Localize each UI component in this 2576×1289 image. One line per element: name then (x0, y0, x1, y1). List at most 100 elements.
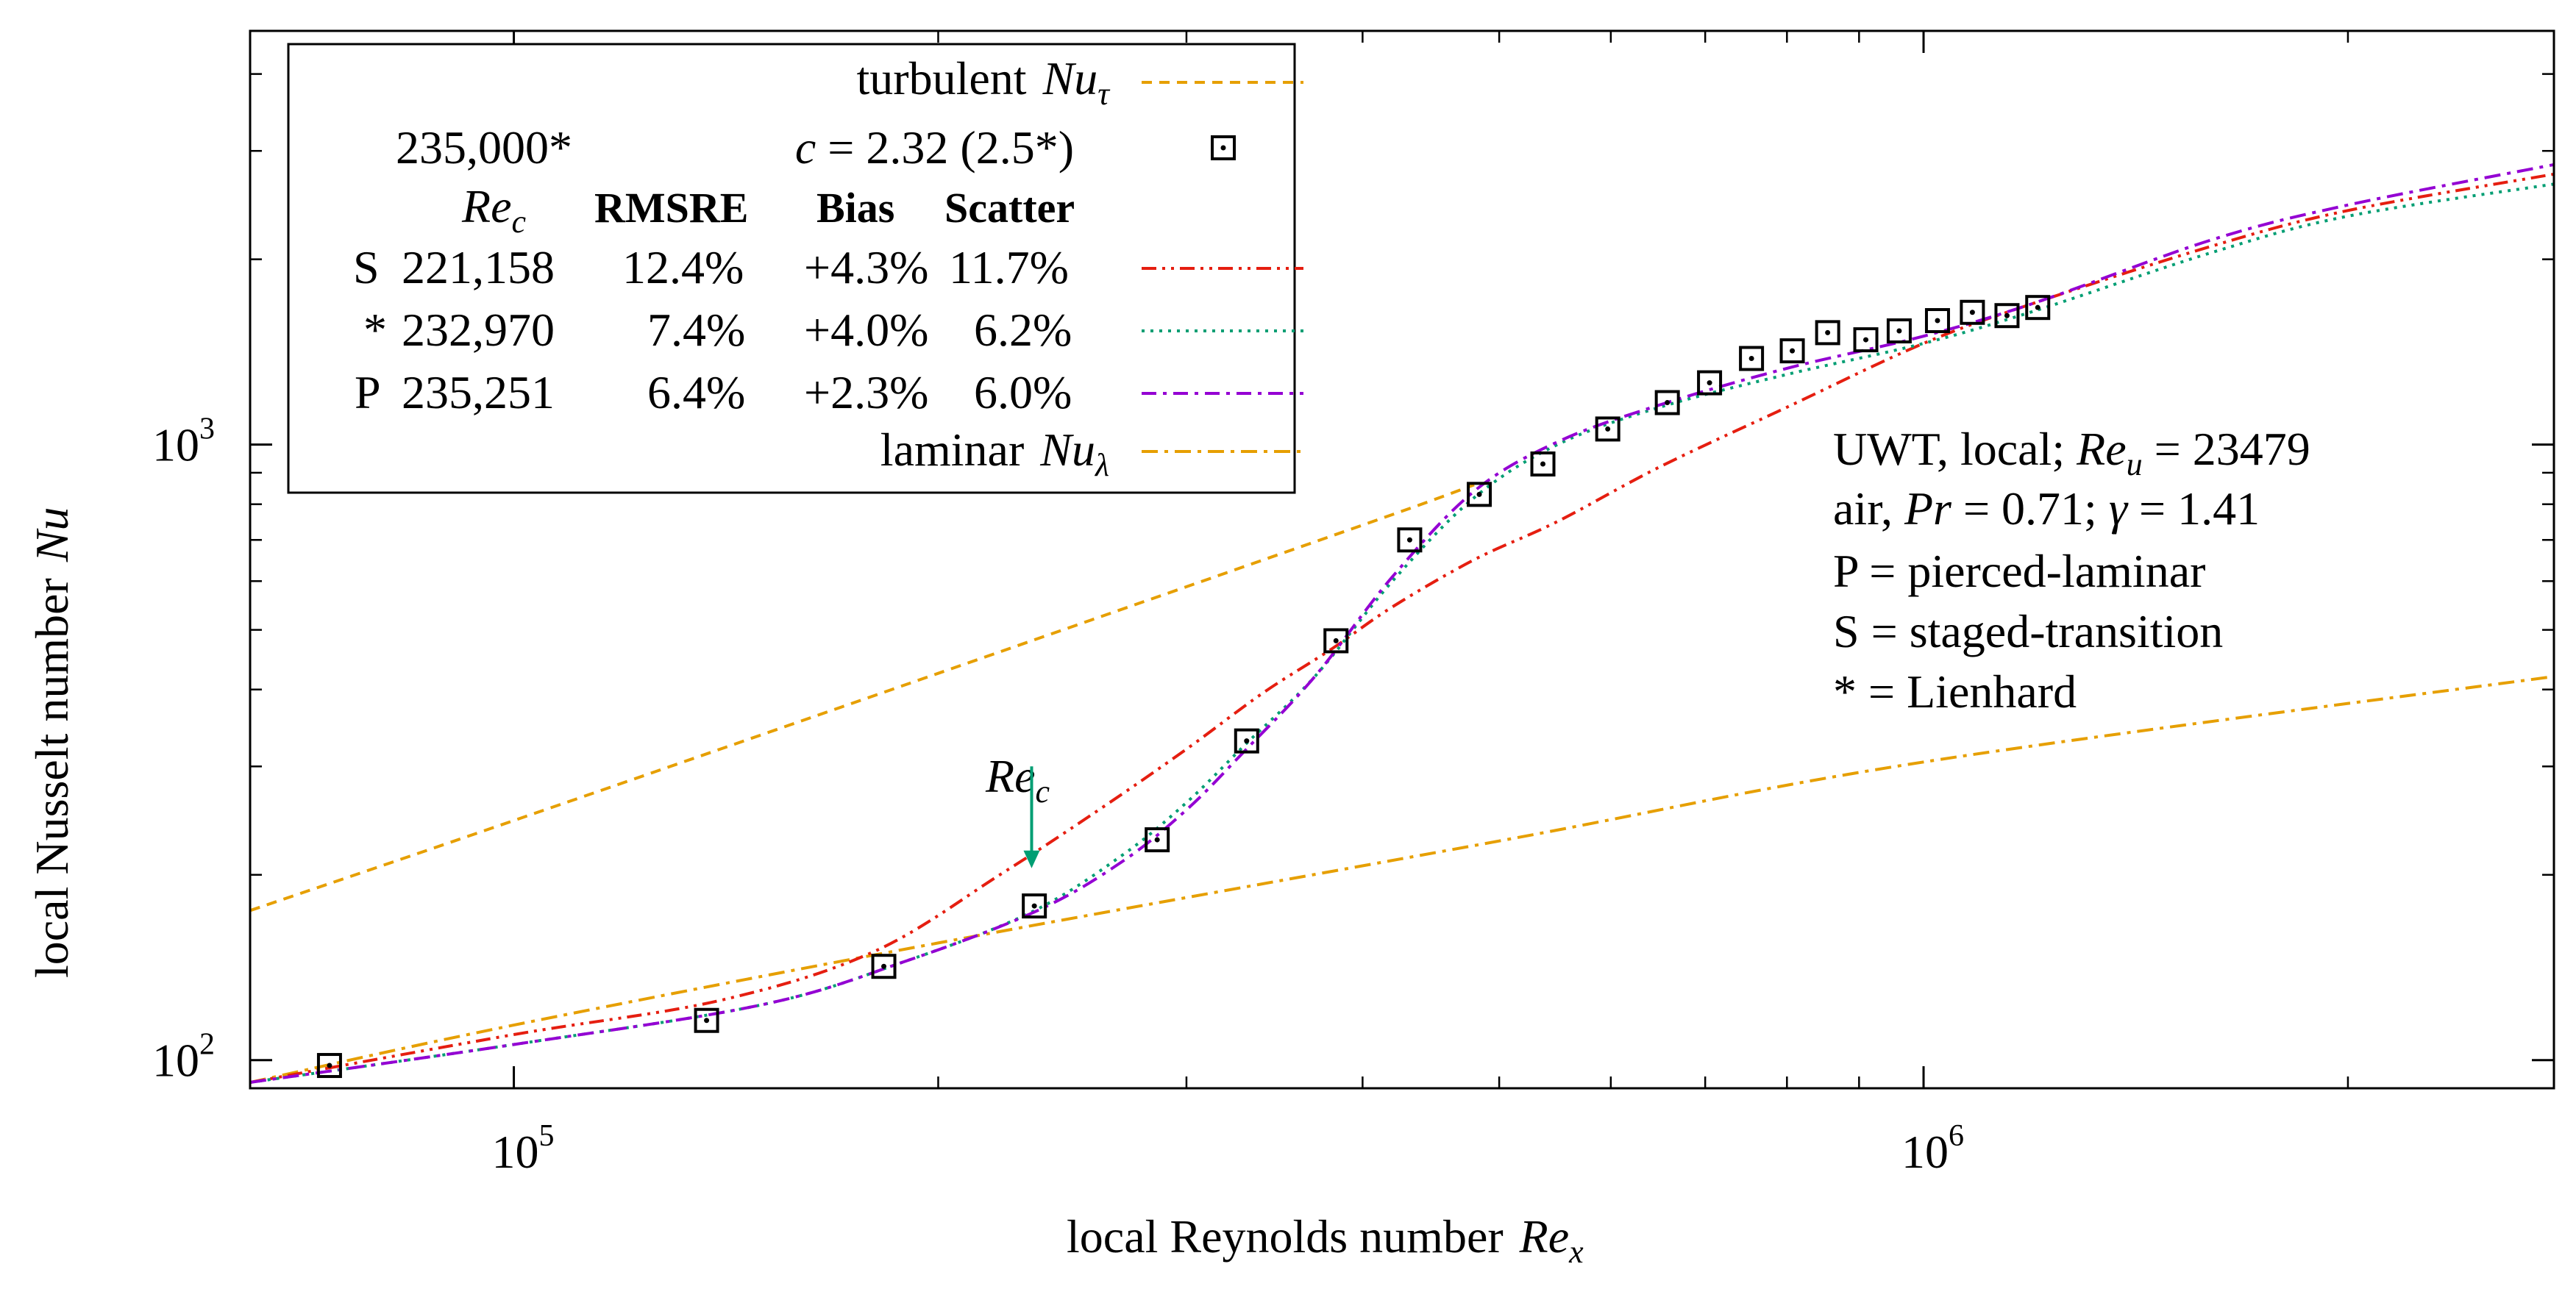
marker-dot (1707, 380, 1712, 386)
legend-row-rec: 221,158 (402, 241, 555, 293)
legend-row-scatter: 6.0% (974, 366, 1072, 418)
annotation-line-4: S = staged-transition (1833, 605, 2223, 657)
data-point-marker (1886, 318, 1912, 344)
legend-header-rec: Rec (461, 180, 527, 240)
data-point-marker (1697, 370, 1723, 396)
data-point-marker (1853, 327, 1879, 353)
marker-square (1924, 308, 1950, 334)
marker-square (1234, 728, 1259, 754)
data-point-marker (1779, 338, 1805, 364)
legend-header-scatter: Scatter (944, 184, 1075, 232)
data-point-marker (1815, 320, 1840, 346)
legend-row-id: * (363, 304, 387, 356)
staged-transition-series-line (250, 172, 2554, 1084)
marker-square (1022, 893, 1047, 919)
marker-dot (1935, 318, 1940, 324)
legend-row-bias: +4.3% (804, 241, 928, 293)
legend-row-rmsre: 7.4% (647, 304, 745, 356)
legend-row-rec: 232,970 (402, 304, 555, 356)
data-point-marker (1924, 308, 1950, 334)
data-point-marker (1022, 893, 1047, 919)
marker-dot (1406, 537, 1412, 543)
data-point-marker (694, 1007, 719, 1033)
marker-dot (1748, 356, 1754, 362)
marker-dot (1969, 310, 1975, 315)
legend-header-rmsre: RMSRE (594, 184, 748, 232)
marker-square (2025, 295, 2051, 321)
data-point-marker (1397, 527, 1423, 553)
annotation-line-5: * = Lienhard (1833, 665, 2077, 718)
marker-square (1960, 299, 1985, 325)
data-point-marker (1739, 346, 1765, 371)
marker-square (1145, 827, 1170, 853)
y-tick-label: 102 (152, 1028, 215, 1087)
laminar-series-line (250, 675, 2554, 1084)
y-tick-label: 103 (152, 413, 215, 471)
data-point-marker (1960, 299, 1985, 325)
marker-square (1779, 338, 1805, 364)
marker-dot (1790, 348, 1796, 354)
legend-marker-c: c = 2.32 (2.5*) (795, 121, 1074, 174)
legend-laminar-label: laminar Nuλ (880, 424, 1109, 483)
marker-dot (327, 1063, 332, 1068)
marker-square (1994, 303, 2020, 329)
marker-square (871, 954, 897, 979)
plot-frame (249, 29, 2555, 1090)
legend-row-rmsre: 12.4% (622, 241, 744, 293)
marker-dot (1154, 837, 1160, 843)
marker-dot (1665, 400, 1671, 406)
marker-dot (1605, 426, 1611, 432)
marker-dot (704, 1018, 710, 1024)
marker-square (694, 1007, 719, 1033)
x-tick-label: 106 (1901, 1119, 1964, 1178)
data-point-marker (1234, 728, 1259, 754)
data-point-marker (1530, 451, 1556, 476)
marker-dot (1333, 638, 1339, 643)
legend-row-bias: +2.3% (804, 366, 928, 418)
legend-turbulent-label: turbulent Nuτ (857, 52, 1111, 112)
marker-square (1467, 482, 1492, 507)
data-point-marker (1654, 390, 1680, 415)
turbulent-series-line (250, 483, 1475, 913)
rec-arrow-head (1023, 850, 1040, 868)
tick-labels: 105 106 102 103 (152, 413, 1964, 1178)
marker-square (1739, 346, 1765, 371)
annotation-line-2: air, Pr = 0.71; γ = 1.41 (1833, 482, 2260, 535)
legend-row-rec: 235,251 (402, 366, 555, 418)
marker-dot (1476, 491, 1482, 497)
marker-dot (2035, 304, 2040, 310)
series-layer (250, 163, 2554, 1084)
data-point-marker (1145, 827, 1170, 853)
marker-dot (1244, 738, 1250, 744)
legend-row-rmsre: 6.4% (647, 366, 745, 418)
rec-arrow-annotation: Rec (985, 750, 1050, 868)
rec-arrow-label: Rec (985, 750, 1050, 810)
marker-dot (2004, 313, 2010, 318)
marker-dot (881, 963, 887, 969)
annotation-line-1: UWT, local; Reu = 23479 (1833, 423, 2310, 482)
marker-dot (1825, 329, 1831, 335)
data-point-marker (1467, 482, 1492, 507)
data-point-marker (1994, 303, 2020, 329)
legend-marker-swatch (1211, 135, 1236, 160)
marker-square (1853, 327, 1879, 353)
x-tick-label: 105 (492, 1119, 555, 1178)
legend-row-scatter: 11.7% (949, 241, 1069, 293)
legend-row-scatter: 6.2% (974, 304, 1072, 356)
marker-dot (1540, 461, 1546, 467)
lienhard-series-line (250, 182, 2554, 1084)
data-point-marker (871, 954, 897, 979)
marker-square (1397, 527, 1423, 553)
marker-square (1815, 320, 1840, 346)
legend-row-id: P (355, 366, 381, 418)
legend: turbulent Nuτ 235,000* c = 2.32 (2.5*) Re… (287, 43, 1303, 494)
marker-square (1323, 628, 1349, 654)
annotation-line-3: P = pierced-laminar (1833, 545, 2205, 597)
legend-box (287, 43, 1296, 494)
marker-dot (1863, 337, 1869, 343)
marker-square (1595, 416, 1620, 442)
legend-header-bias: Bias (816, 184, 894, 232)
legend-row-id: S (353, 241, 380, 293)
data-point-marker (2025, 295, 2051, 321)
